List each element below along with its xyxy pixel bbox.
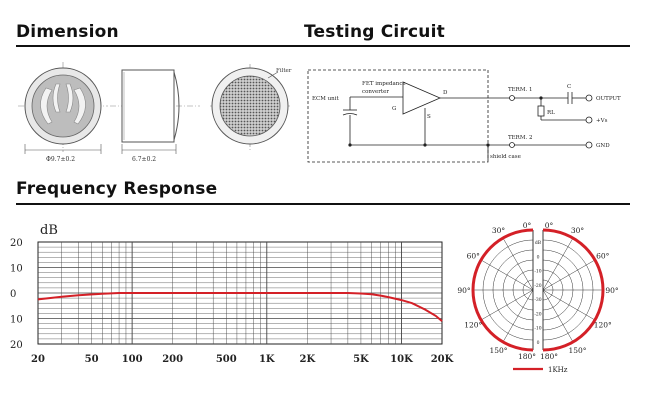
polar-pattern-arc — [471, 228, 534, 352]
top-rule — [16, 45, 630, 47]
drain-label: D — [443, 90, 448, 96]
filter-label: Filter — [276, 68, 292, 74]
polar-angle-label: 0° — [545, 221, 554, 230]
height-label: 6.7±0.2 — [132, 156, 156, 163]
polar-spoke — [502, 289, 534, 343]
polar-spoke — [480, 289, 534, 321]
x-tick-label: 20 — [31, 354, 45, 365]
y-tick-label: 10 — [10, 264, 23, 275]
polar-angle-label: 120° — [594, 321, 612, 330]
polar-angle-label: 30° — [492, 226, 506, 235]
x-tick-label: 100 — [122, 354, 143, 365]
polar-spoke — [542, 289, 596, 321]
polar-radial-label: -10 — [534, 326, 541, 332]
gnd-label: GND — [596, 143, 610, 149]
polar-radial-label: -30 — [534, 297, 541, 303]
polar-angle-label: 90° — [605, 286, 619, 295]
polar-angle-label: 30° — [571, 226, 585, 235]
fet-label-line1: FET impedance — [362, 81, 406, 87]
testing-circuit — [307, 69, 593, 163]
y-tick-label: 0 — [10, 289, 16, 300]
circuit-dots — [348, 96, 543, 147]
y-tick-label: 20 — [10, 340, 23, 351]
polar-radial-label: dB — [535, 240, 542, 246]
gate-label: G — [392, 106, 396, 112]
x-tick-labels: 20 50 100 200 500 1K 2K 5K 10K 20K — [31, 354, 454, 365]
term2-label: TERM. 2 — [508, 135, 532, 141]
polar-spoke — [480, 259, 534, 291]
polar-spoke — [502, 237, 534, 291]
output-label: OUTPUT — [596, 96, 621, 102]
polar-radial-label: -10 — [534, 269, 541, 275]
polar-angle-label: 90° — [457, 286, 471, 295]
polar-angle-label: 180° — [540, 352, 558, 361]
circuit-labels: ECM unit FET impedance converter G D S T… — [312, 81, 621, 160]
fet-triangle — [402, 81, 442, 115]
polar-radial-label: -20 — [534, 311, 541, 317]
polar-spoke — [542, 237, 574, 291]
polar-angle-labels: 0° 0° 30° 30° 60° 60° 90° 90° 120° 120° 150° 150° 18… — [457, 221, 619, 361]
y-tick-labels: 20 10 0 10 20 — [10, 238, 23, 351]
frequency-response-heading: Frequency Response — [16, 179, 218, 199]
side-view: 6.7±0.2 — [110, 69, 200, 163]
testing-circuit-heading: Testing Circuit — [304, 22, 445, 42]
polar-angle-label: 60° — [467, 252, 481, 261]
polar-spoke — [542, 289, 574, 343]
x-tick-label: 2K — [300, 354, 316, 365]
y-tick-label: 10 — [10, 315, 23, 326]
x-tick-label: 50 — [85, 354, 99, 365]
y-tick-label: 20 — [10, 238, 23, 249]
polar-angle-label: 180° — [518, 352, 536, 361]
x-tick-label: 20K — [431, 354, 454, 365]
x-tick-label: 200 — [162, 354, 183, 365]
polar-pattern — [471, 228, 605, 352]
polar-angle-label: 0° — [523, 221, 532, 230]
diameter-label: Φ9.7±0.2 — [46, 156, 75, 163]
polar-chart: 0° 0° 30° 30° 60° 60° 90° 90° 120° 120° 150° 150° 18… — [457, 221, 619, 374]
x-tick-label: 1K — [259, 354, 275, 365]
capacitor-label: C — [567, 84, 571, 90]
polar-radial-label: 0 — [537, 340, 540, 346]
term1-label: TERM. 1 — [508, 87, 532, 93]
response-curve — [37, 292, 443, 322]
back-view: Filter — [210, 64, 292, 150]
polar-spoke — [542, 259, 596, 291]
dimension-drawing: Φ9.7±0.2 6.7±0.2 Fil — [18, 62, 292, 163]
polar-angle-label: 150° — [568, 346, 586, 355]
rl-label: RL — [547, 110, 555, 116]
polar-angle-label: 120° — [464, 321, 482, 330]
polar-radial-label: -20 — [534, 283, 541, 289]
polar-angle-label: 150° — [489, 346, 507, 355]
middle-rule — [16, 203, 630, 205]
chart-grid — [37, 241, 443, 345]
shield-case-label: shield case — [490, 154, 521, 160]
legend-label: 1KHz — [548, 366, 568, 374]
shield-box — [307, 69, 489, 163]
polar-radial-label: 0 — [537, 254, 540, 260]
fet-label-line2: converter — [362, 89, 389, 95]
front-view: Φ9.7±0.2 — [18, 62, 108, 163]
polar-radial-labels: dB 0 -10 -20 -30 -20 -10 0 — [534, 240, 541, 346]
chart-ylabel: dB — [40, 223, 58, 238]
polar-pattern-arc — [542, 228, 605, 352]
vs-label: +Vs — [596, 118, 608, 124]
source-label: S — [427, 114, 431, 120]
x-tick-label: 500 — [216, 354, 237, 365]
polar-grid — [472, 229, 604, 351]
ecm-unit-label: ECM unit — [312, 96, 339, 102]
dimension-heading: Dimension — [16, 22, 119, 42]
polar-angle-label: 60° — [596, 252, 610, 261]
x-tick-label: 5K — [353, 354, 369, 365]
x-tick-label: 10K — [390, 354, 413, 365]
load-resistor — [537, 105, 545, 117]
